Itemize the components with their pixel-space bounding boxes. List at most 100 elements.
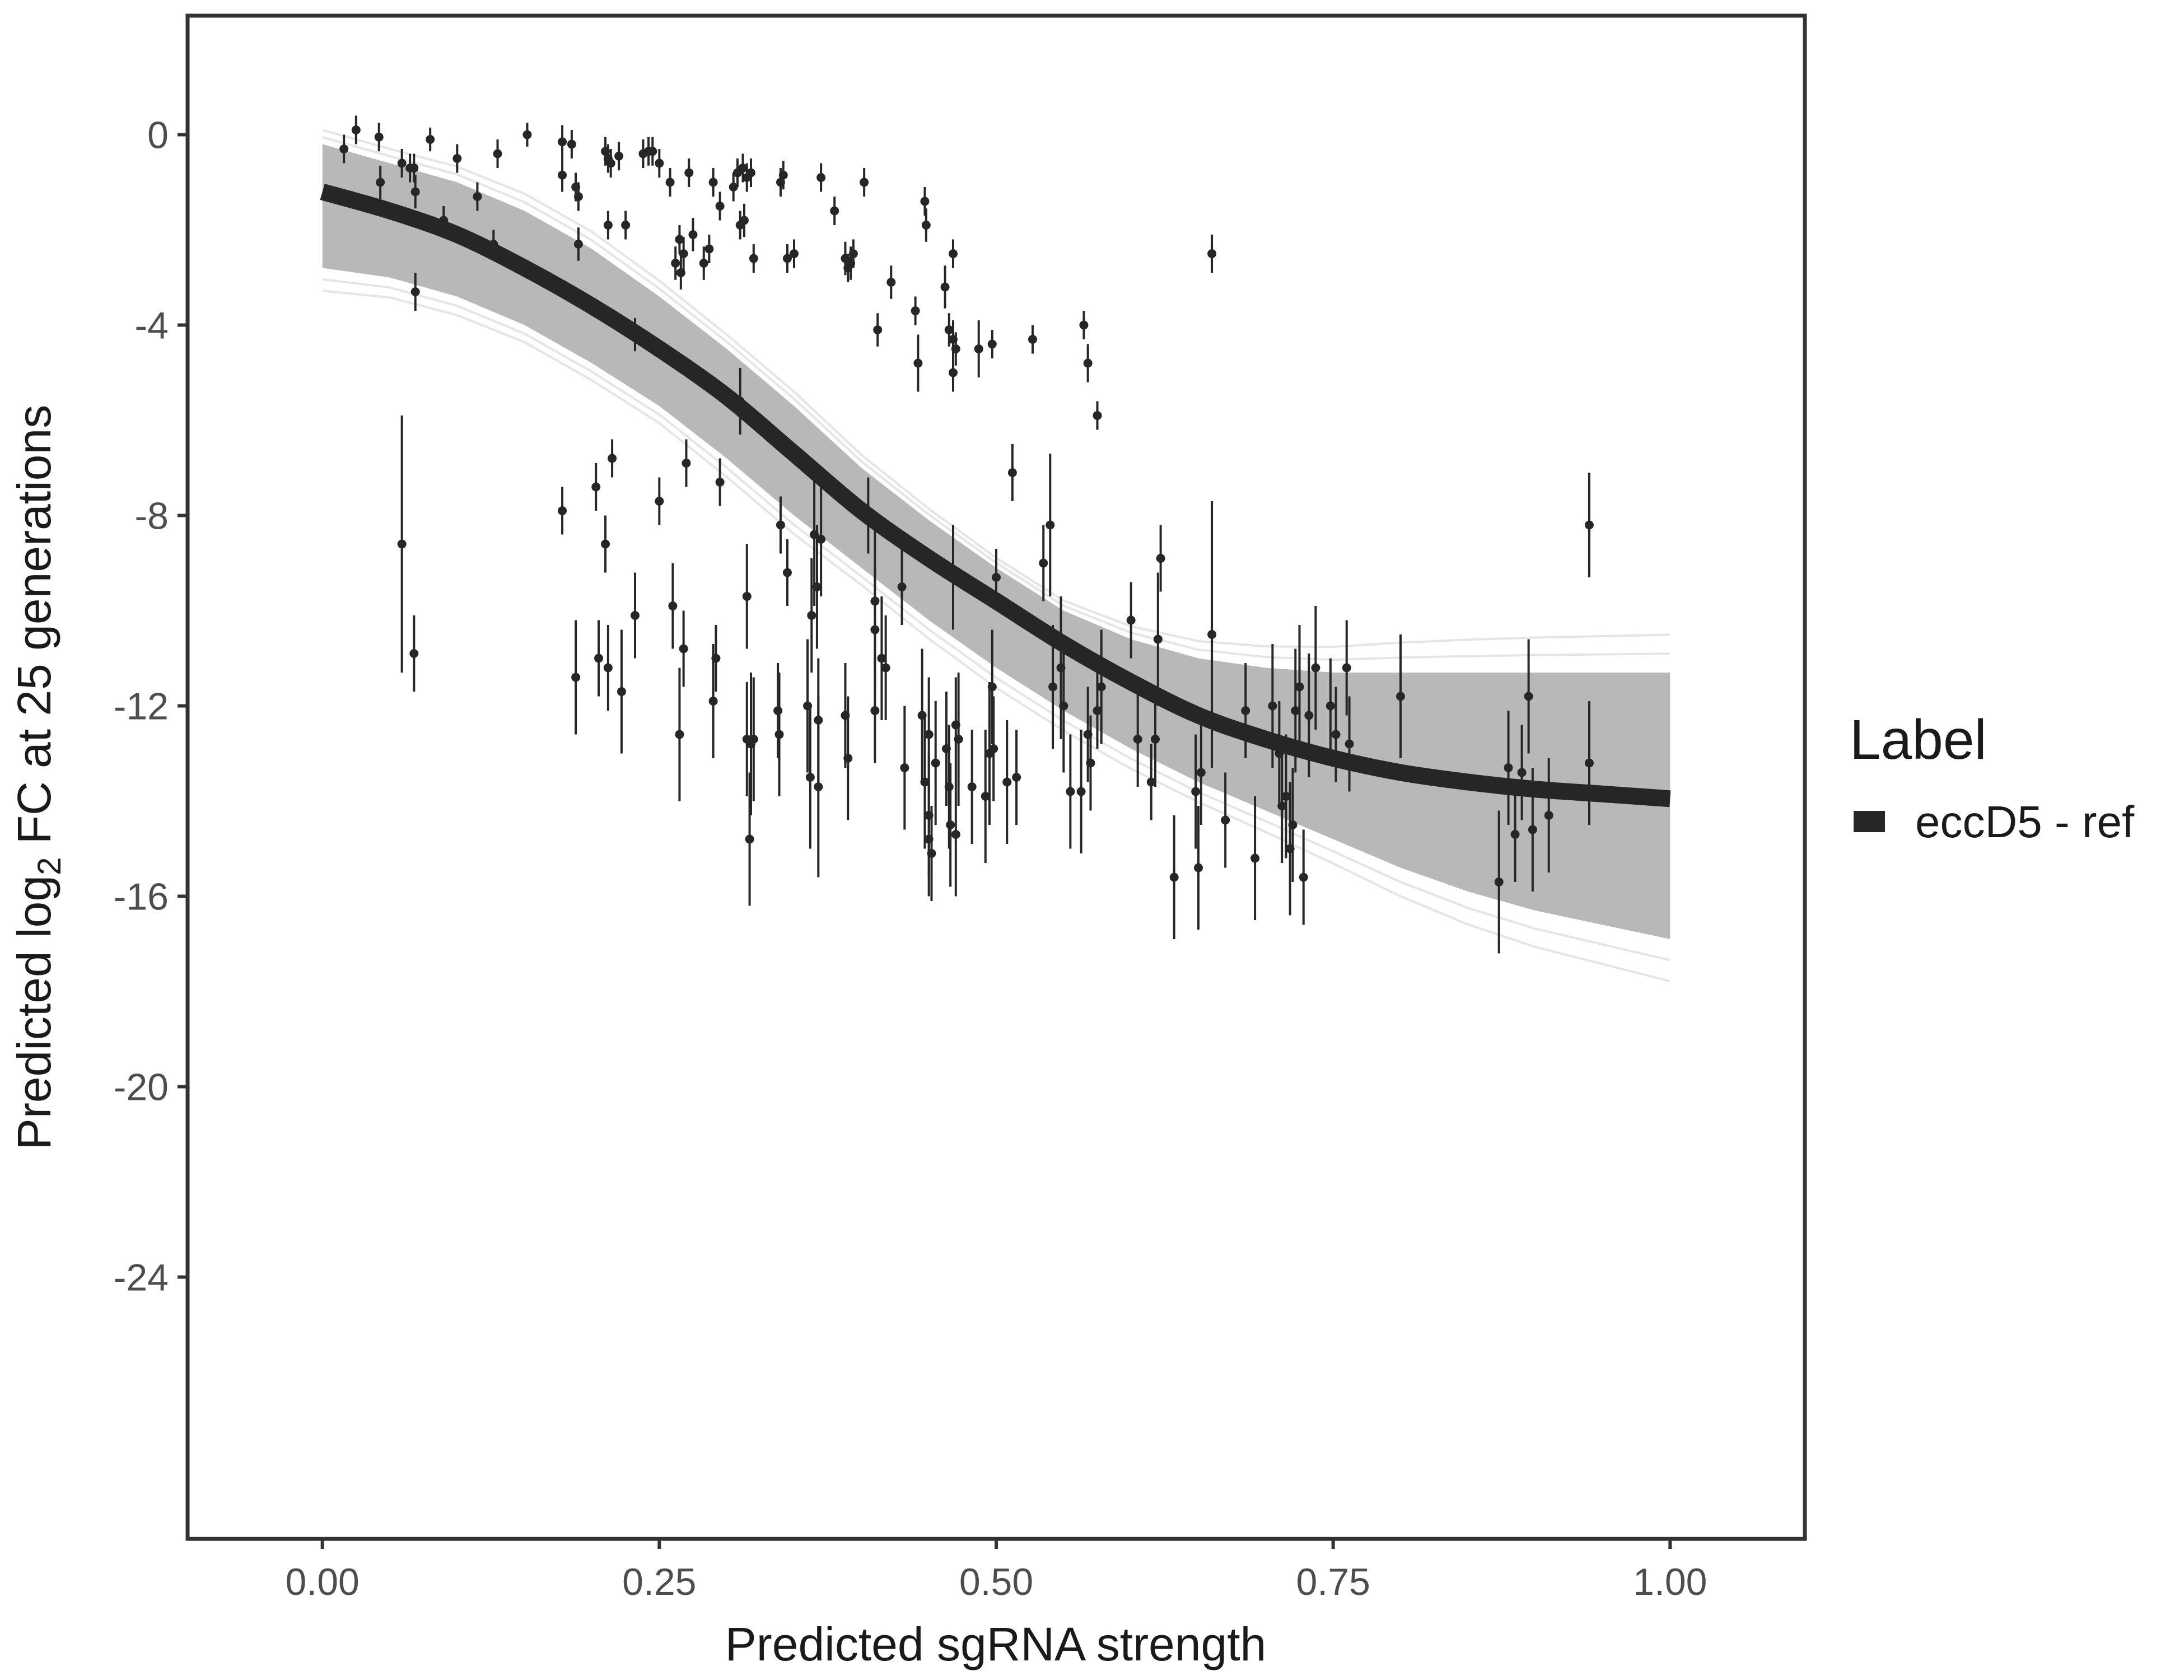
point-marker [782,254,792,263]
point-marker [881,663,890,673]
point-marker [749,254,758,263]
point-marker [1331,730,1341,739]
point-marker [708,697,718,706]
data-point [1250,796,1260,920]
data-point [1494,810,1504,954]
data-point [1281,734,1291,858]
data-point [897,549,907,625]
data-point [573,182,583,211]
data-point [1028,325,1037,354]
band-sample-lower [322,278,1670,962]
point-marker [1007,468,1017,477]
data-point [873,313,883,347]
data-point [1146,744,1156,820]
point-marker [816,535,826,544]
data-point [911,296,920,325]
point-marker [573,240,583,249]
y-tick-label: -4 [135,305,169,347]
point-marker [665,178,675,187]
data-point [913,334,923,392]
data-point [1241,663,1250,758]
data-point [946,763,955,887]
point-marker [987,339,997,349]
data-point [665,168,675,197]
data-point [522,123,532,147]
data-point [376,165,385,199]
data-point [1517,725,1527,820]
point-marker [1342,663,1351,673]
point-marker [1126,615,1136,625]
point-marker [870,625,880,634]
point-marker [921,221,931,230]
point-marker [830,206,839,216]
data-point [886,265,896,299]
point-marker [1584,520,1594,530]
fit-line [320,184,1671,808]
legend-label-eccd5-ref: eccD5 - ref [1915,797,2135,847]
point-marker [816,173,826,182]
data-point [920,715,930,849]
point-marker [351,125,361,134]
point-marker [1250,853,1260,863]
point-marker [924,730,934,739]
data-point [1002,720,1012,844]
point-marker [954,735,963,744]
point-marker [558,137,567,147]
point-marker [493,149,502,158]
data-point [776,496,785,554]
point-marker [473,192,482,201]
point-marker [931,758,940,768]
point-marker [1544,811,1553,820]
point-marker [621,221,631,230]
point-marker [711,654,721,663]
data-point [1096,629,1106,744]
data-point [493,139,502,168]
data-point [671,246,680,280]
point-marker [886,278,896,287]
data-point [1007,444,1017,501]
point-marker [1326,701,1335,711]
y-axis-title: Predicted log2 FC at 25 generations [8,405,68,1150]
point-marker [1504,763,1513,772]
point-marker [992,573,1001,582]
x-axis-title: Predicted sgRNA strength [725,1618,1267,1670]
data-point [682,439,691,487]
legend: Label eccD5 - ref [1850,708,2135,847]
data-point [967,730,977,844]
point-marker [1288,820,1298,829]
point-marker [708,178,718,187]
point-marker [897,582,907,591]
data-point [1079,311,1089,339]
data-point [860,168,869,197]
data-point [1169,815,1179,939]
y-tick-label: 0 [147,114,169,157]
point-marker [1048,682,1058,692]
data-point [1207,235,1217,273]
point-marker [715,202,725,211]
point-marker [397,158,407,168]
data-point [1345,696,1354,792]
data-point [679,237,688,270]
data-point [708,644,718,758]
data-point [676,256,685,290]
x-tick-label: 0.50 [959,1561,1033,1603]
data-point [1093,401,1102,430]
data-point [773,663,783,758]
data-point [1396,634,1405,758]
point-marker [790,249,799,258]
data-point [688,218,698,251]
data-point [339,134,349,164]
point-marker [776,520,785,530]
point-marker [1528,825,1537,834]
point-marker [1133,735,1142,744]
data-point [951,772,960,897]
data-point [1191,734,1201,849]
point-marker [1093,706,1102,715]
data-point [621,211,631,240]
point-marker [1012,773,1021,782]
point-marker [773,706,783,715]
point-marker [591,482,601,492]
point-marker [679,644,688,654]
point-marker [951,344,960,353]
point-marker [1153,634,1163,644]
